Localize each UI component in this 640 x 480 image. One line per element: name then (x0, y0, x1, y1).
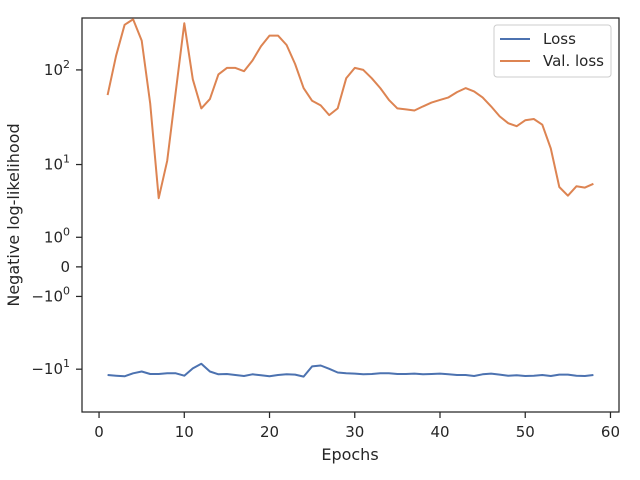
series-lines (106, 18, 594, 378)
x-tick-label: 40 (430, 423, 449, 441)
legend: Loss Val. loss (493, 24, 612, 78)
series-line-loss (107, 362, 594, 378)
series-line-val-loss (106, 18, 594, 200)
y-tick-label: 102 (44, 58, 70, 79)
y-tick-label: 101 (44, 153, 70, 174)
y-axis-label: Negative log-likelihood (4, 123, 23, 306)
x-tick-label: 20 (260, 423, 279, 441)
y-tick-label: 100 (44, 225, 70, 246)
axes-frame (81, 17, 620, 413)
y-tick-label: −100 (31, 284, 70, 305)
legend-label: Loss (543, 30, 576, 48)
y-tick-label: −101 (31, 357, 70, 378)
x-axis-label: Epochs (321, 445, 378, 464)
x-tick-label: 60 (601, 423, 620, 441)
y-axis: 102 101 100 0 −100 −101 (31, 58, 82, 378)
legend-label: Val. loss (543, 52, 604, 70)
y-tick-label: 0 (60, 258, 70, 276)
x-tick-label: 30 (345, 423, 364, 441)
x-tick-label: 10 (175, 423, 194, 441)
x-tick-label: 0 (94, 423, 104, 441)
x-axis: 0 10 20 30 40 50 60 (94, 412, 620, 441)
plot-area (81, 17, 620, 413)
x-tick-label: 50 (516, 423, 535, 441)
